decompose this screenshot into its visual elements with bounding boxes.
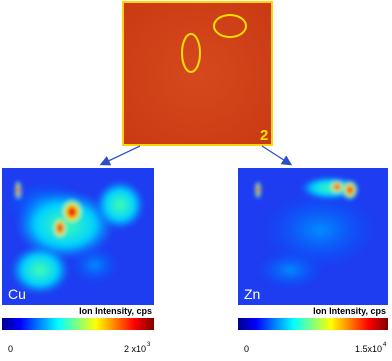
image-label: 2 [260, 127, 268, 144]
highlight-ellipse [181, 33, 201, 73]
zn-map: Zn [238, 168, 388, 305]
colorbar-title: Ion Intensity, cps [313, 306, 386, 316]
colorbar [2, 318, 154, 330]
colorbar-title: Ion Intensity, cps [79, 306, 152, 316]
colorbar-min: 0 [8, 344, 13, 354]
colorbar-max: 1.5x10 [355, 344, 382, 354]
element-label: Cu [8, 286, 26, 302]
topography-image [122, 1, 273, 146]
cu-map: Cu [2, 168, 154, 305]
colorbar-max-exponent: 3 [147, 342, 151, 348]
colorbar [238, 318, 388, 330]
highlight-ellipse [213, 14, 247, 38]
colorbar-min: 0 [244, 344, 249, 354]
colorbar-max-exponent: 4 [383, 342, 387, 348]
arrow [261, 145, 293, 166]
colorbar-max: 2 x10 [124, 344, 146, 354]
element-label: Zn [244, 286, 260, 302]
arrow [99, 145, 141, 166]
